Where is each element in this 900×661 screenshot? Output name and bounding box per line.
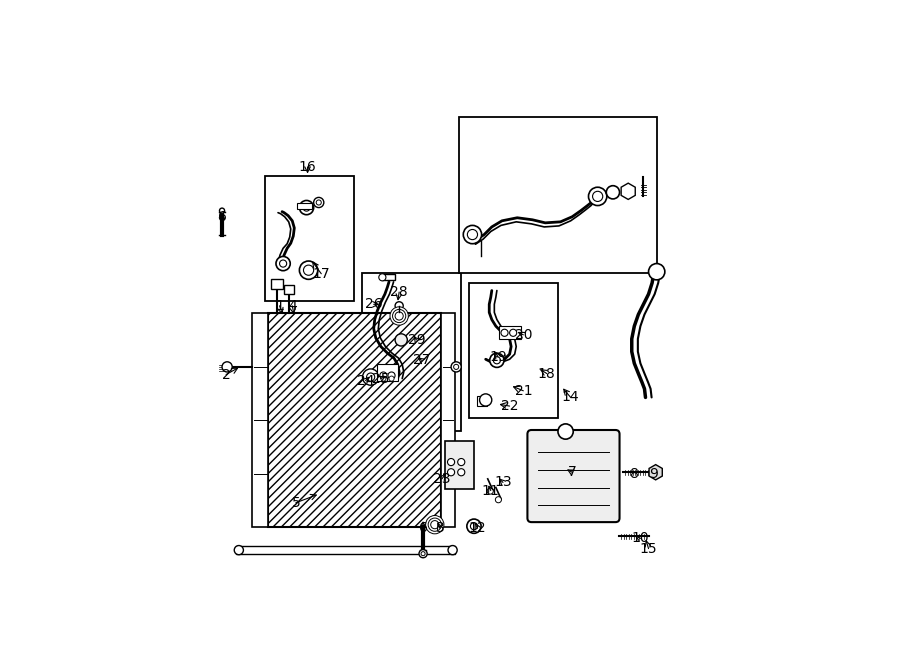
Circle shape	[451, 362, 462, 372]
Circle shape	[426, 516, 444, 534]
Circle shape	[509, 329, 517, 336]
Text: 7: 7	[568, 465, 577, 479]
Bar	[297, 203, 311, 209]
Text: 2: 2	[221, 368, 230, 381]
Circle shape	[589, 187, 607, 206]
Bar	[268, 313, 441, 527]
Bar	[377, 364, 398, 381]
Circle shape	[592, 191, 603, 202]
Text: 1: 1	[275, 299, 284, 313]
Text: 5: 5	[292, 496, 301, 510]
Bar	[476, 396, 487, 406]
Circle shape	[495, 496, 501, 503]
Bar	[500, 326, 521, 339]
Circle shape	[493, 357, 500, 364]
Circle shape	[316, 200, 321, 205]
Text: 20: 20	[515, 328, 532, 342]
Circle shape	[419, 549, 428, 558]
Circle shape	[280, 260, 287, 267]
Text: 26: 26	[364, 297, 382, 311]
Circle shape	[392, 309, 406, 323]
Text: 14: 14	[562, 391, 580, 405]
Bar	[469, 283, 558, 418]
Circle shape	[421, 552, 425, 556]
Bar	[445, 441, 474, 489]
Text: 25: 25	[372, 371, 390, 385]
Text: 21: 21	[515, 384, 532, 398]
Circle shape	[428, 518, 441, 531]
Bar	[284, 285, 294, 294]
Text: 8: 8	[630, 467, 639, 481]
Text: 16: 16	[299, 160, 317, 174]
Circle shape	[501, 329, 508, 336]
Circle shape	[381, 376, 386, 381]
Text: 12: 12	[469, 522, 486, 535]
Circle shape	[649, 264, 665, 280]
Circle shape	[300, 200, 313, 215]
Circle shape	[380, 372, 387, 379]
Bar	[382, 274, 395, 280]
Text: 6: 6	[218, 210, 227, 223]
Text: 10: 10	[632, 531, 649, 545]
Text: 28: 28	[391, 285, 408, 299]
Circle shape	[607, 186, 619, 199]
Text: 4: 4	[288, 299, 297, 313]
Circle shape	[454, 364, 459, 369]
Circle shape	[388, 372, 395, 379]
Circle shape	[458, 459, 464, 465]
Text: 22: 22	[501, 399, 518, 413]
Circle shape	[389, 376, 394, 381]
Text: 17: 17	[312, 267, 330, 281]
Circle shape	[490, 353, 504, 368]
Bar	[441, 313, 455, 527]
Text: 27: 27	[413, 353, 430, 368]
Circle shape	[395, 312, 403, 320]
Text: 13: 13	[494, 475, 512, 489]
Text: 3: 3	[436, 522, 445, 535]
Text: 11: 11	[482, 484, 500, 498]
Circle shape	[395, 334, 408, 346]
Circle shape	[471, 523, 478, 529]
Circle shape	[220, 208, 225, 214]
Text: 15: 15	[640, 541, 657, 556]
Circle shape	[480, 394, 491, 406]
Circle shape	[458, 469, 464, 476]
Circle shape	[464, 225, 482, 244]
Circle shape	[363, 369, 379, 385]
Text: 6: 6	[418, 522, 427, 535]
Text: 23: 23	[433, 472, 451, 486]
Bar	[362, 273, 462, 430]
Text: 18: 18	[538, 366, 555, 381]
Circle shape	[303, 204, 310, 211]
Bar	[266, 176, 355, 301]
Circle shape	[558, 424, 573, 439]
Bar	[271, 279, 284, 289]
Circle shape	[276, 256, 290, 271]
Circle shape	[467, 229, 478, 240]
Circle shape	[379, 274, 386, 281]
Circle shape	[447, 459, 454, 465]
Circle shape	[390, 307, 409, 325]
Circle shape	[467, 519, 482, 533]
Circle shape	[487, 488, 493, 494]
Text: 24: 24	[356, 373, 374, 387]
Text: 29: 29	[408, 333, 426, 347]
Circle shape	[300, 261, 318, 280]
FancyBboxPatch shape	[527, 430, 619, 522]
Circle shape	[447, 469, 454, 476]
Bar	[252, 313, 268, 527]
Circle shape	[395, 301, 403, 310]
Circle shape	[303, 265, 313, 275]
Circle shape	[366, 373, 374, 381]
Text: 19: 19	[489, 350, 507, 364]
Circle shape	[234, 545, 243, 555]
Text: 9: 9	[649, 467, 658, 481]
Circle shape	[448, 545, 457, 555]
Bar	[237, 546, 455, 554]
Circle shape	[222, 362, 232, 372]
Bar	[459, 118, 657, 273]
Circle shape	[313, 198, 324, 208]
Circle shape	[431, 521, 439, 529]
